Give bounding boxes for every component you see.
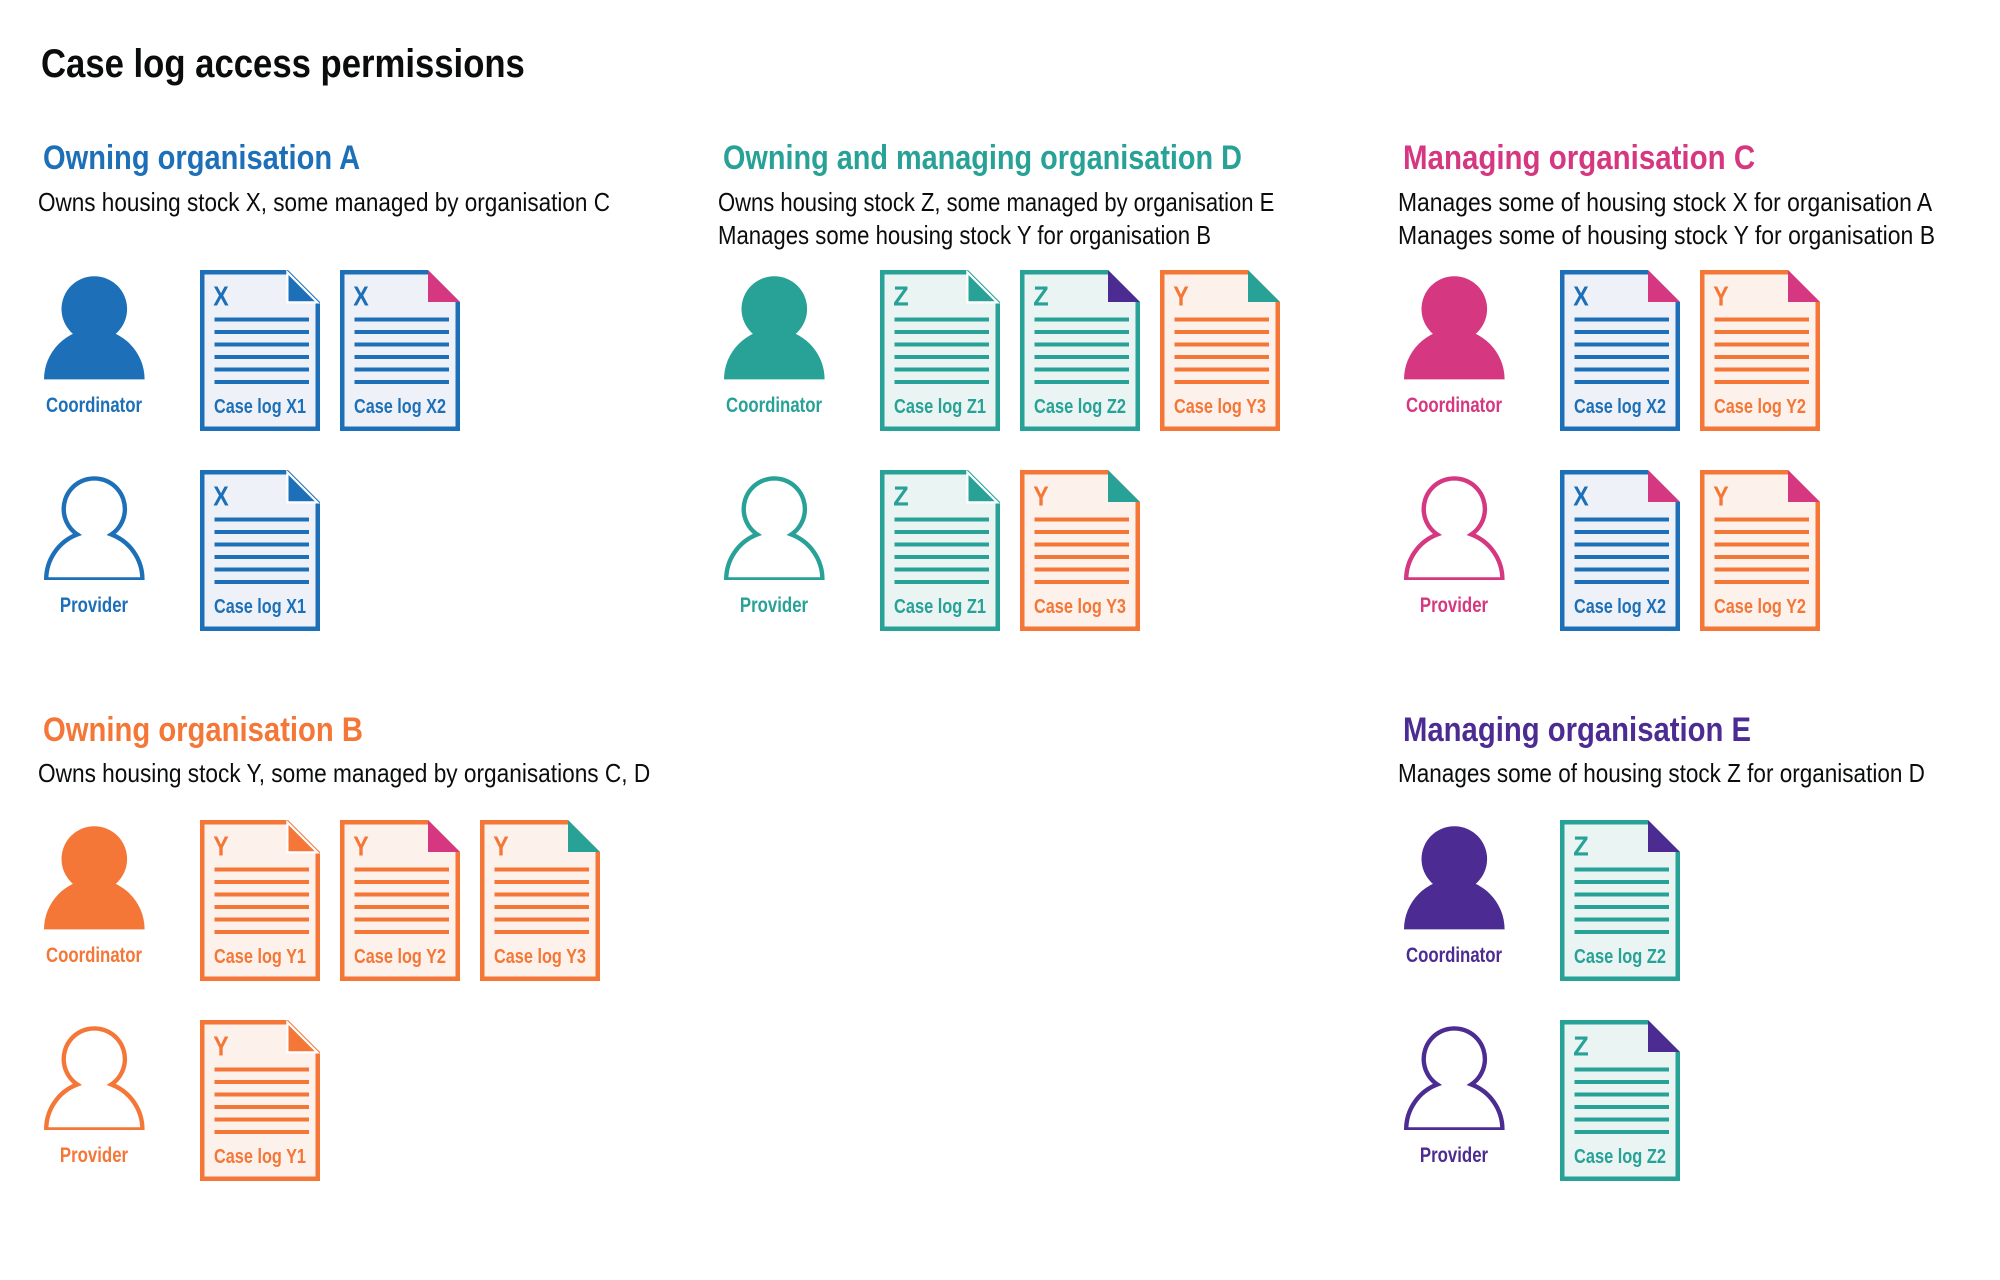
svg-text:Z: Z <box>893 481 909 512</box>
svg-text:X: X <box>213 281 229 312</box>
svg-text:Case log Z2: Case log Z2 <box>1034 396 1126 418</box>
svg-text:Case log Y3: Case log Y3 <box>1034 596 1126 618</box>
svg-text:Case log X2: Case log X2 <box>354 396 446 418</box>
svg-text:Case log Y3: Case log Y3 <box>494 946 586 968</box>
svg-text:Case log Y2: Case log Y2 <box>354 946 446 968</box>
svg-text:Z: Z <box>1573 831 1589 862</box>
svg-text:Case log Y1: Case log Y1 <box>214 1146 306 1168</box>
svg-text:Case log Z1: Case log Z1 <box>894 596 986 618</box>
svg-text:Case log X2: Case log X2 <box>1574 396 1666 418</box>
svg-text:Case log Y2: Case log Y2 <box>1714 596 1806 618</box>
svg-text:Y: Y <box>493 831 509 862</box>
svg-text:Case log Z2: Case log Z2 <box>1574 946 1666 968</box>
svg-text:Case log Z2: Case log Z2 <box>1574 1146 1666 1168</box>
svg-text:Y: Y <box>1713 281 1729 312</box>
svg-text:Case log X1: Case log X1 <box>214 596 306 618</box>
svg-text:Z: Z <box>893 281 909 312</box>
svg-text:X: X <box>1573 481 1589 512</box>
svg-text:Y: Y <box>1173 281 1189 312</box>
svg-text:X: X <box>1573 281 1589 312</box>
svg-text:Case log Y2: Case log Y2 <box>1714 396 1806 418</box>
svg-text:Y: Y <box>213 831 229 862</box>
svg-text:Y: Y <box>353 831 369 862</box>
svg-text:Y: Y <box>213 1031 229 1062</box>
svg-text:Z: Z <box>1033 281 1049 312</box>
svg-text:Z: Z <box>1573 1031 1589 1062</box>
svg-text:X: X <box>353 281 369 312</box>
svg-text:Case log X1: Case log X1 <box>214 396 306 418</box>
svg-text:Case log Y3: Case log Y3 <box>1174 396 1266 418</box>
svg-text:X: X <box>213 481 229 512</box>
svg-text:Case log Y1: Case log Y1 <box>214 946 306 968</box>
svg-text:Case log Z1: Case log Z1 <box>894 396 986 418</box>
svg-text:Case log X2: Case log X2 <box>1574 596 1666 618</box>
svg-text:Y: Y <box>1033 481 1049 512</box>
svg-text:Y: Y <box>1713 481 1729 512</box>
